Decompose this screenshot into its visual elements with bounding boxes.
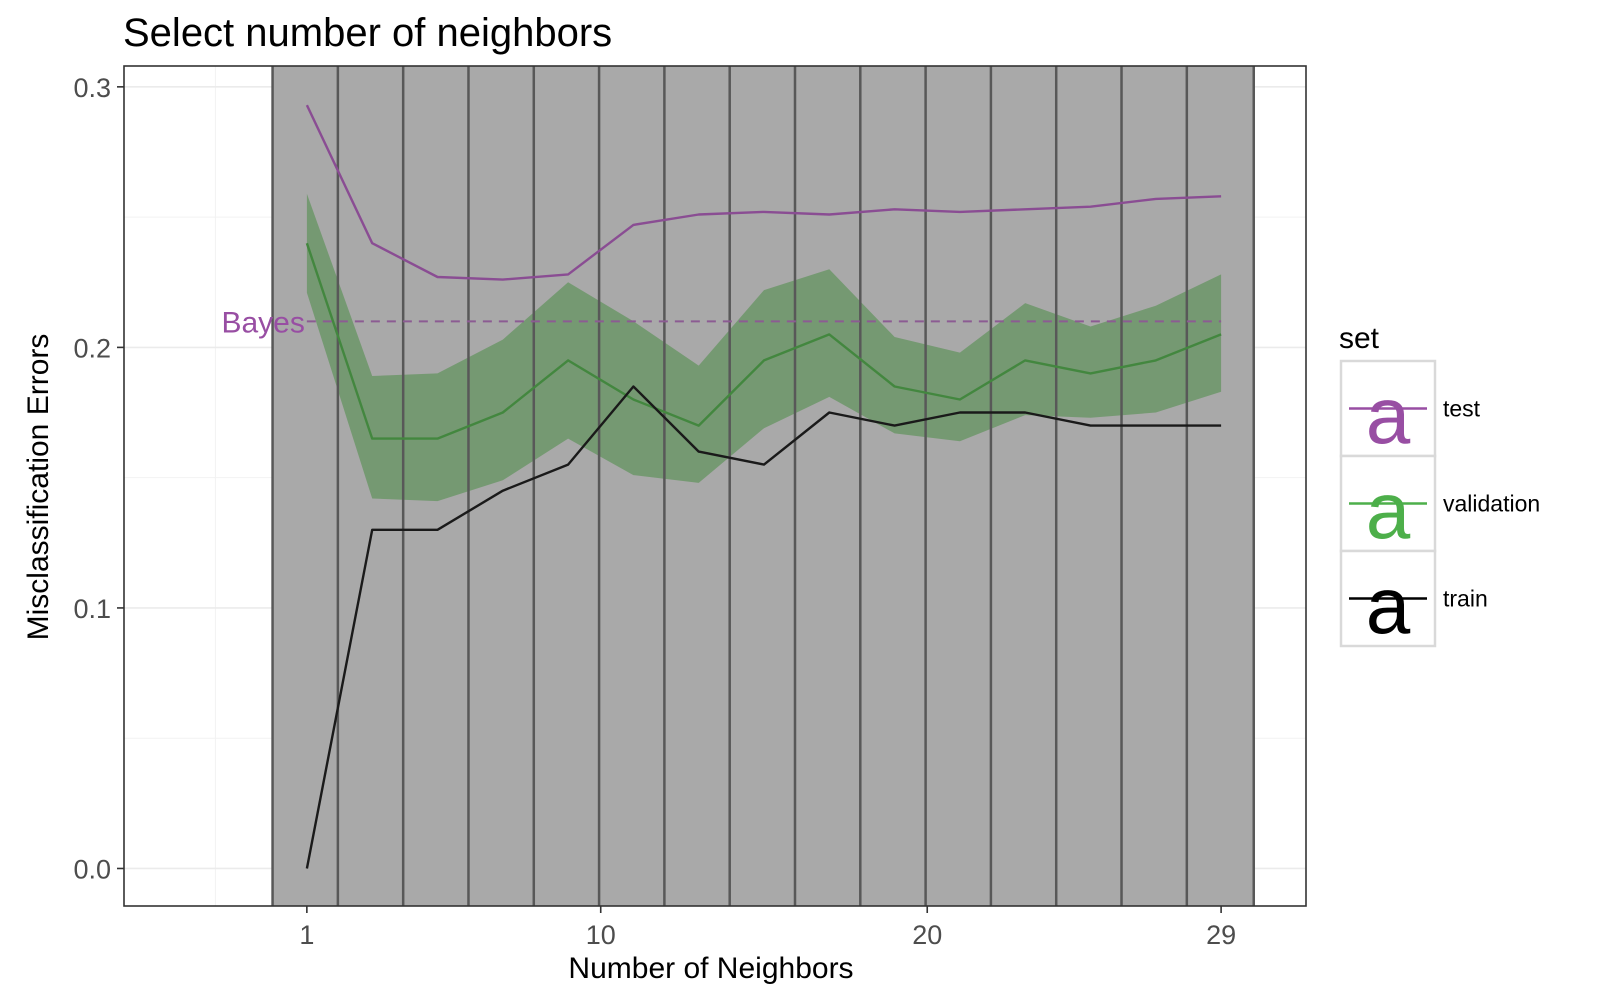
- y-tick-label: 0.2: [73, 333, 111, 363]
- series-line-test: [305, 104, 1222, 281]
- legend: set a test a validation a train: [1339, 322, 1540, 650]
- legend-label-train: train: [1443, 586, 1488, 612]
- legend-glyph-train: a: [1366, 561, 1411, 650]
- y-tick-label: 0.3: [73, 73, 111, 103]
- legend-label-test: test: [1443, 396, 1481, 422]
- legend-glyph-test: a: [1366, 371, 1411, 460]
- y-axis-title: Misclassification Errors: [22, 334, 55, 641]
- y-tick-label: 0.1: [73, 594, 111, 624]
- x-tick-label: 1: [299, 920, 314, 950]
- plot-panel: Bayes: [123, 65, 1307, 907]
- x-tick-label: 29: [1206, 920, 1236, 950]
- bayes-label: Bayes: [221, 306, 304, 339]
- chart-title: Select number of neighbors: [123, 11, 612, 55]
- series-line-train: [305, 385, 1222, 869]
- x-tick-label: 10: [586, 920, 616, 950]
- y-tick-label: 0.0: [73, 854, 111, 884]
- validation-band: [306, 193, 1222, 502]
- legend-label-validation: validation: [1443, 491, 1540, 517]
- x-axis-title: Number of Neighbors: [568, 952, 853, 985]
- panel-border: [123, 65, 1307, 907]
- x-tick-label: 20: [912, 920, 942, 950]
- legend-title: set: [1339, 322, 1380, 355]
- series-line-validation: [305, 242, 1222, 440]
- legend-glyph-validation: a: [1366, 466, 1411, 555]
